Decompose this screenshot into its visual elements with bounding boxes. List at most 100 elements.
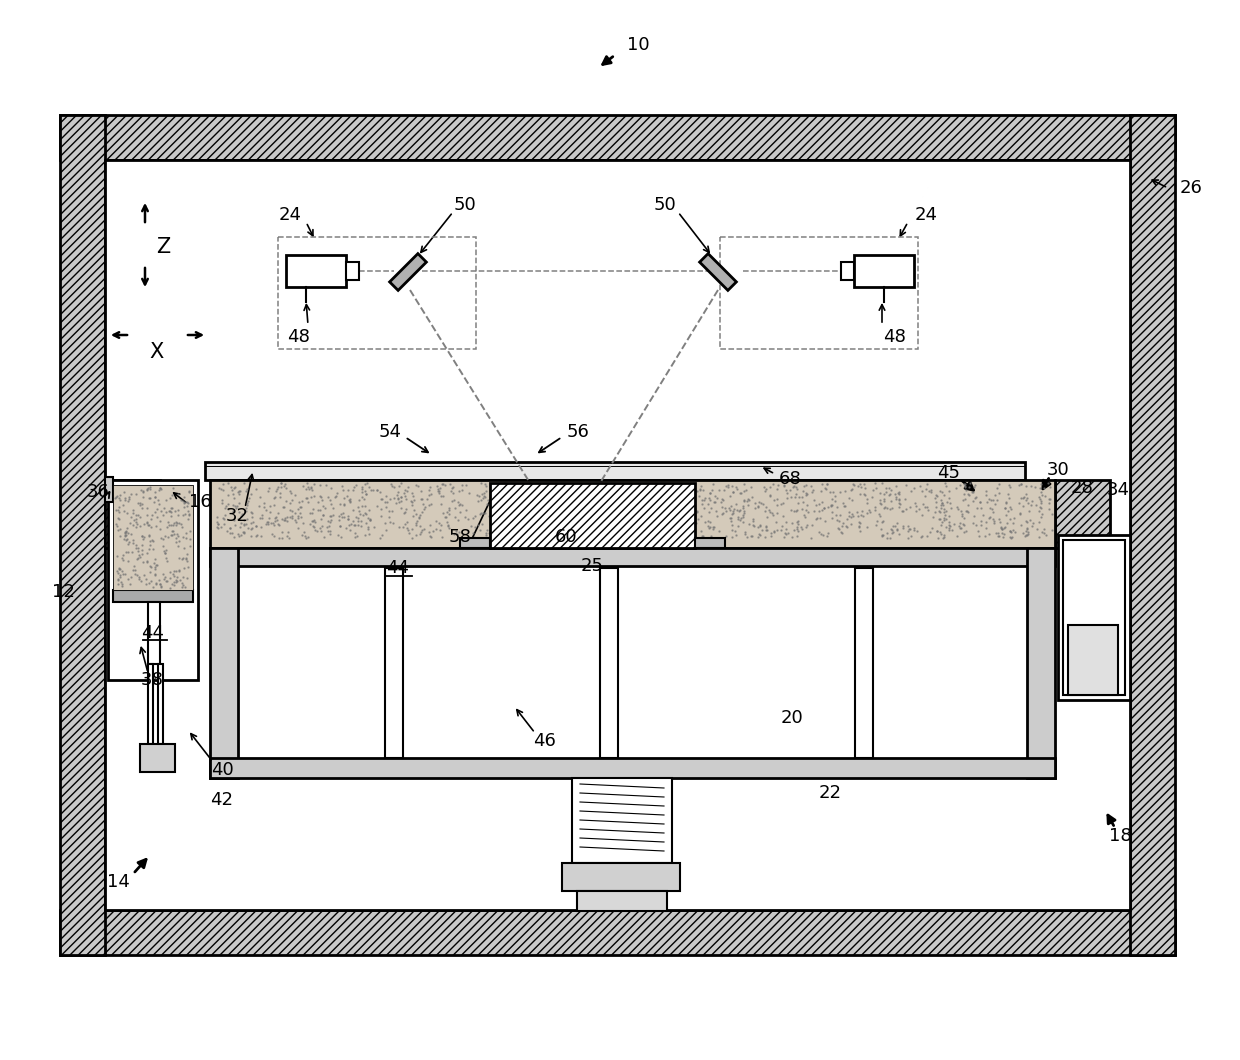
Point bbox=[227, 497, 247, 514]
Point bbox=[937, 494, 957, 511]
Point bbox=[145, 504, 165, 520]
Point bbox=[237, 494, 257, 511]
Point bbox=[815, 480, 835, 497]
Point bbox=[785, 489, 805, 506]
Point bbox=[812, 476, 832, 493]
Point bbox=[562, 512, 582, 529]
Point bbox=[777, 490, 797, 507]
Point bbox=[994, 519, 1014, 536]
Point bbox=[490, 494, 510, 511]
Point bbox=[791, 518, 811, 535]
Point bbox=[870, 508, 890, 525]
Point bbox=[668, 505, 688, 522]
Point bbox=[575, 514, 595, 531]
Point bbox=[691, 523, 711, 540]
Point bbox=[301, 478, 321, 495]
Point bbox=[175, 560, 195, 577]
Point bbox=[394, 481, 414, 498]
Point bbox=[154, 499, 174, 516]
Point bbox=[562, 476, 582, 493]
Point bbox=[122, 544, 141, 561]
Point bbox=[768, 491, 787, 508]
Point bbox=[704, 518, 724, 535]
Point bbox=[888, 522, 908, 538]
Point bbox=[1032, 499, 1052, 516]
Point bbox=[996, 495, 1016, 512]
Point bbox=[993, 529, 1013, 546]
Point bbox=[653, 519, 673, 536]
Point bbox=[766, 522, 786, 538]
Point bbox=[419, 487, 439, 504]
Point bbox=[584, 520, 604, 537]
Point bbox=[983, 491, 1003, 508]
Point bbox=[656, 491, 676, 508]
Point bbox=[430, 480, 450, 497]
Point bbox=[115, 566, 135, 583]
Point bbox=[980, 526, 999, 543]
Point bbox=[115, 524, 135, 541]
Point bbox=[959, 485, 978, 502]
Point bbox=[1012, 476, 1032, 493]
Point bbox=[794, 478, 813, 495]
Point bbox=[870, 520, 890, 537]
Point bbox=[693, 482, 713, 499]
Point bbox=[439, 519, 459, 536]
Point bbox=[526, 528, 546, 545]
Point bbox=[420, 528, 440, 545]
Point bbox=[874, 490, 894, 507]
Point bbox=[774, 477, 794, 494]
Point bbox=[141, 572, 161, 589]
Point bbox=[926, 493, 946, 510]
Point bbox=[970, 527, 990, 544]
Point bbox=[625, 490, 645, 507]
Point bbox=[472, 485, 492, 502]
Point bbox=[1009, 477, 1029, 494]
Point bbox=[929, 529, 949, 546]
Point bbox=[155, 542, 175, 559]
Point bbox=[825, 488, 844, 505]
Point bbox=[156, 549, 176, 566]
Point bbox=[991, 513, 1011, 530]
Point bbox=[718, 478, 738, 495]
Point bbox=[226, 497, 246, 514]
Point bbox=[720, 510, 740, 527]
Point bbox=[327, 484, 347, 501]
Point bbox=[288, 508, 308, 525]
Point bbox=[237, 511, 257, 528]
Point bbox=[281, 510, 301, 527]
Point bbox=[635, 485, 655, 502]
Point bbox=[360, 511, 379, 528]
Point bbox=[114, 483, 134, 500]
Point bbox=[134, 529, 154, 546]
Point bbox=[207, 514, 227, 531]
Point bbox=[317, 489, 337, 506]
Point bbox=[936, 518, 956, 535]
Point bbox=[443, 484, 463, 501]
Point bbox=[177, 495, 197, 512]
Point bbox=[347, 528, 367, 545]
Point bbox=[929, 511, 949, 528]
Point bbox=[169, 514, 188, 531]
Point bbox=[743, 517, 763, 534]
Point bbox=[632, 506, 652, 523]
Point bbox=[959, 487, 978, 504]
Point bbox=[693, 528, 713, 545]
Point bbox=[208, 480, 228, 497]
Bar bbox=[720, 237, 918, 349]
Point bbox=[985, 513, 1004, 530]
Point bbox=[811, 482, 831, 499]
Point bbox=[237, 481, 257, 498]
Point bbox=[537, 492, 557, 509]
Point bbox=[692, 492, 712, 509]
Point bbox=[900, 498, 920, 515]
Point bbox=[593, 516, 613, 533]
Point bbox=[698, 512, 718, 529]
Point bbox=[490, 487, 510, 504]
Point bbox=[507, 495, 527, 512]
Point bbox=[360, 526, 379, 543]
Point bbox=[171, 518, 191, 535]
Point bbox=[118, 544, 138, 561]
Point bbox=[921, 481, 941, 498]
Point bbox=[455, 509, 475, 526]
Point bbox=[725, 523, 745, 540]
